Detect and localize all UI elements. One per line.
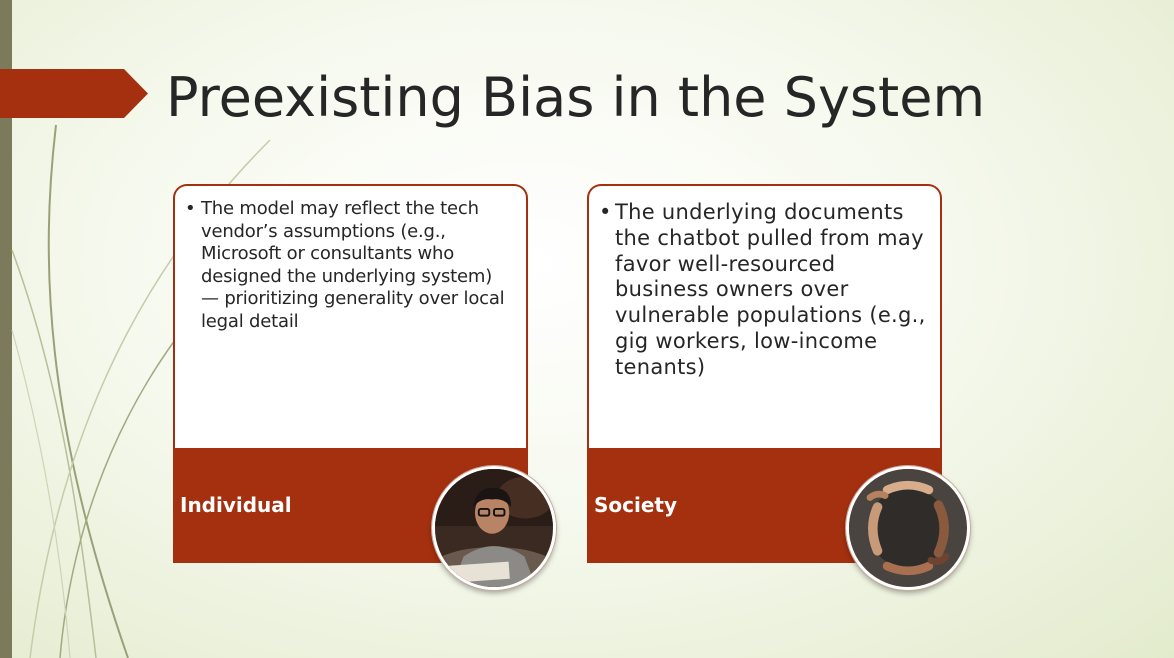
card-body: The model may reflect the tech vendor’s … (173, 184, 528, 448)
bullet-item: The model may reflect the tech vendor’s … (185, 198, 512, 333)
left-accent-bar (0, 0, 12, 658)
bullet-item: The underlying documents the chatbot pul… (599, 200, 926, 381)
title-accent-tab (0, 69, 148, 118)
hands-circle-photo (846, 466, 970, 590)
slide-title: Preexisting Bias in the System (166, 66, 986, 129)
bullet-list: The model may reflect the tech vendor’s … (175, 186, 526, 333)
bullet-list: The underlying documents the chatbot pul… (589, 186, 940, 381)
card-individual: The model may reflect the tech vendor’s … (173, 184, 556, 590)
person-studying-photo (432, 466, 556, 590)
card-label: Society (594, 493, 678, 517)
card-label: Individual (180, 493, 292, 517)
card-body: The underlying documents the chatbot pul… (587, 184, 942, 448)
card-society: The underlying documents the chatbot pul… (587, 184, 970, 590)
